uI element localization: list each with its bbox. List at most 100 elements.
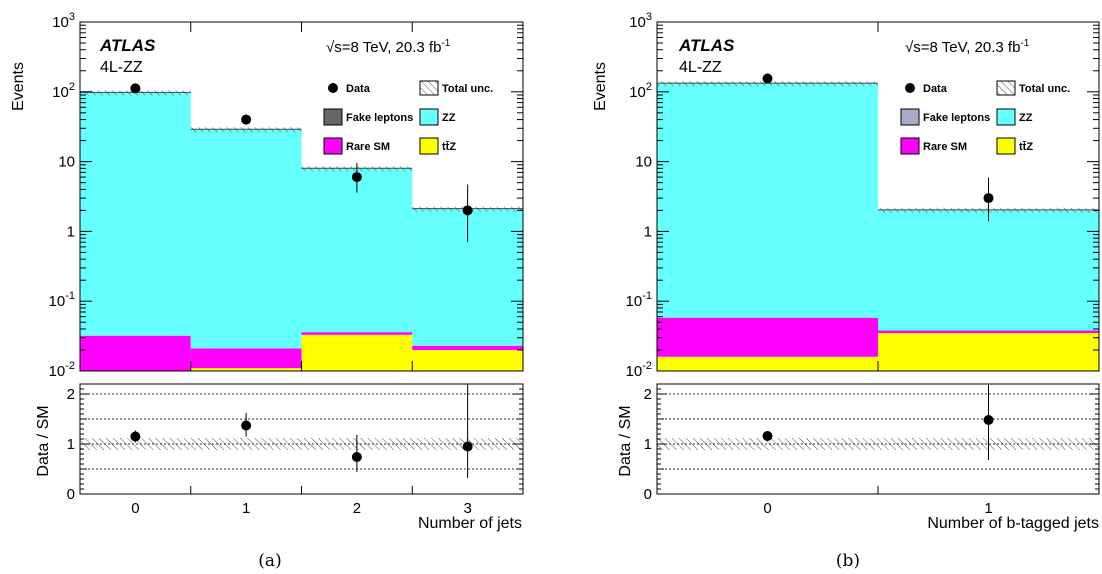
main-plot: 10-2 10-1 1 10 102 103	[49, 11, 524, 380]
y-tick-label: 10-2	[626, 360, 652, 380]
ratio-plot: 0 1 2 0 1 2 3	[67, 383, 524, 517]
legend-swatch	[419, 108, 439, 126]
main-plot: 10-2 10-1 1 10 102 103	[626, 11, 1100, 380]
legend-label: Data	[923, 83, 948, 95]
bar-rare-sm	[878, 330, 1099, 334]
y-tick-label: 10	[635, 154, 652, 171]
region-label: 4L-ZZ	[100, 59, 143, 76]
legend-label: Rare SM	[923, 141, 967, 153]
data-point	[462, 205, 473, 216]
legend-label: Fake leptons	[923, 112, 990, 124]
ratio-point	[983, 415, 994, 425]
y-tick-label: 10-1	[626, 290, 652, 310]
xlabel: Number of jets	[418, 515, 522, 532]
caption: (b)	[836, 551, 860, 571]
bar-zz	[80, 92, 191, 336]
y-tick-label: 103	[52, 11, 75, 31]
ratio-y-tick-label: 2	[644, 386, 652, 403]
y-tick-label: 10-2	[49, 360, 75, 380]
bar-zz	[878, 209, 1099, 331]
energy-sup: -1	[441, 38, 450, 49]
energy-sup: -1	[1020, 38, 1029, 49]
x-tick-label: 2	[353, 500, 361, 517]
legend-swatch	[996, 108, 1016, 126]
data-point	[241, 114, 252, 125]
legend-swatch-data	[328, 83, 338, 93]
legend-label: ZZ	[442, 112, 456, 124]
ratio-point	[462, 441, 473, 452]
bar-rare-sm	[657, 317, 878, 357]
xlabel: Number of b-tagged jets	[927, 515, 1099, 532]
y-tick-label: 1	[644, 223, 652, 240]
legend-swatch	[996, 137, 1016, 155]
ratio-point	[351, 452, 362, 462]
bar-ttz	[657, 356, 878, 371]
y-tick-label: 1	[67, 223, 75, 240]
legend: Data Total unc. Fake leptons ZZ Rare SM tt̄Z	[900, 80, 1070, 155]
x-tick-label: 0	[763, 500, 771, 517]
ratio-y-tick-label: 1	[644, 436, 652, 453]
bar-rare-sm	[301, 332, 413, 335]
data-point	[762, 73, 773, 84]
legend-label: tt̄Z	[1019, 141, 1033, 153]
energy-text: √s=8 TeV, 20.3 fb	[905, 39, 1020, 56]
x-tick-label: 0	[131, 500, 139, 517]
ratio-ylabel: Data / SM	[35, 405, 52, 476]
data-point	[351, 172, 362, 183]
bar-ttz	[190, 368, 302, 371]
bar-ttz	[301, 334, 413, 371]
y-tick-label: 103	[629, 11, 652, 31]
y-tick-label: 10-1	[49, 290, 75, 310]
ratio-point	[241, 420, 252, 431]
legend-label: Fake leptons	[346, 112, 413, 124]
y-tick-label: 102	[52, 81, 75, 101]
ratio-point	[762, 431, 773, 441]
legend-label: Data	[346, 83, 371, 95]
panel-b: 10-2 10-1 1 10 102 103 0 1 2 0 1 Events Data / SM…	[592, 11, 1100, 571]
ylabel: Events	[592, 62, 609, 111]
legend-swatch	[900, 108, 920, 126]
x-tick-label: 1	[242, 500, 250, 517]
ylabel: Events	[10, 62, 27, 111]
bar-rare-sm	[80, 335, 191, 371]
ratio-point	[130, 431, 141, 442]
legend-swatch-uncertainty	[419, 80, 439, 96]
x-tick-label: 3	[463, 500, 471, 517]
legend-swatch	[900, 137, 920, 155]
x-tick-label: 1	[984, 500, 992, 517]
ratio-plot: 0 1 2 0 1	[644, 383, 1100, 517]
bar-zz	[190, 129, 302, 349]
energy-label: √s=8 TeV, 20.3 fb-1	[905, 38, 1030, 56]
legend-swatch	[419, 137, 439, 155]
legend-label: Total unc.	[1019, 83, 1070, 95]
ratio-y-tick-label: 0	[644, 486, 652, 503]
bar-rare-sm	[190, 348, 302, 369]
bar-ttz	[412, 349, 523, 371]
legend-swatch	[323, 137, 343, 155]
atlas-label: ATLAS	[678, 36, 735, 55]
bar-rare-sm	[412, 345, 523, 350]
legend: Data Total unc. Fake leptons ZZ Rare SM tt̄Z	[323, 80, 493, 155]
bar-ttz	[878, 333, 1099, 371]
ratio-ylabel: Data / SM	[617, 405, 634, 476]
energy-text: √s=8 TeV, 20.3 fb	[326, 39, 441, 56]
legend-label: Rare SM	[346, 141, 390, 153]
legend-label: tt̄Z	[442, 141, 456, 153]
bar-zz	[657, 83, 878, 318]
atlas-label: ATLAS	[99, 36, 156, 55]
ratio-y-tick-label: 0	[67, 486, 75, 503]
y-tick-label: 10	[58, 154, 75, 171]
legend-swatch-uncertainty	[996, 80, 1016, 96]
data-point	[130, 83, 141, 94]
panel-a: 10-2 10-1 1 10 102 103 0 1 2 0 1 2 3 Events Data / …	[10, 11, 524, 571]
legend-swatch	[323, 108, 343, 126]
data-point	[983, 193, 994, 204]
y-tick-label: 102	[629, 81, 652, 101]
bar-zz	[301, 168, 413, 333]
legend-label: ZZ	[1019, 112, 1033, 124]
caption: (a)	[258, 551, 281, 571]
region-label: 4L-ZZ	[679, 59, 722, 76]
ratio-y-tick-label: 2	[67, 386, 75, 403]
legend-swatch-data	[905, 83, 915, 93]
